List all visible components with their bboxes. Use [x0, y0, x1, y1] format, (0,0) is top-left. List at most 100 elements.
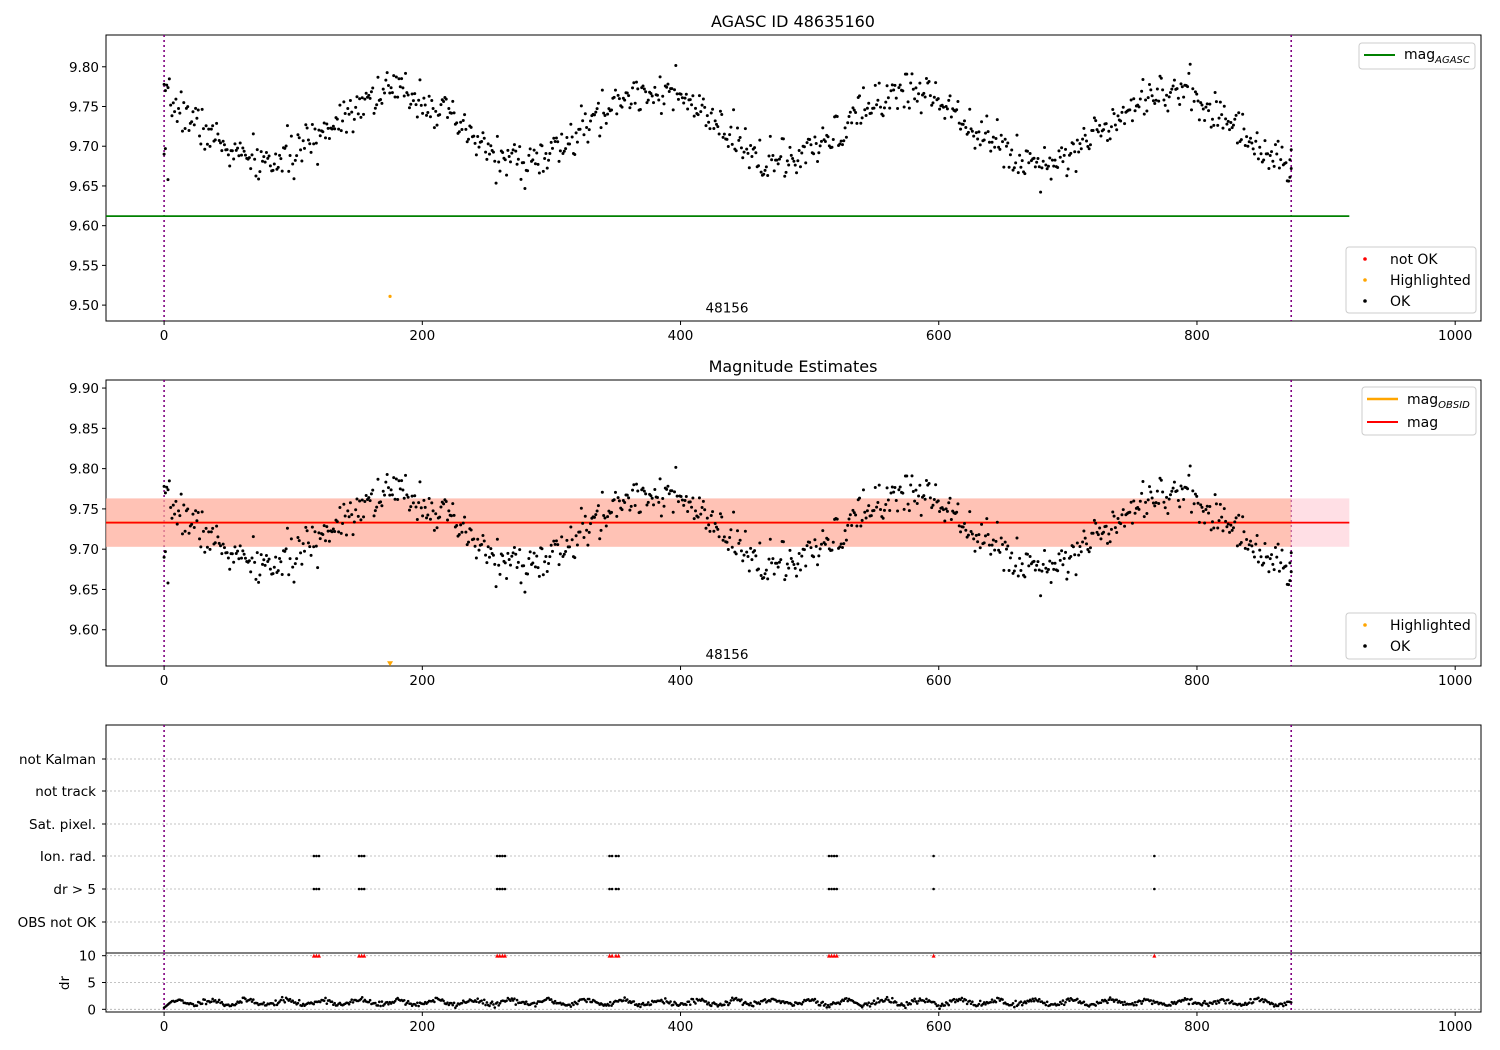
dr-point	[1066, 997, 1070, 1000]
top-plot-area: 0 200 400 600 800 10009.509.559.609.659.709.7…	[69, 34, 1482, 344]
ok-point	[1148, 83, 1152, 87]
ok-point	[533, 565, 537, 569]
ok-point	[804, 564, 808, 568]
ok-point	[789, 153, 793, 157]
ok-point	[258, 573, 262, 577]
ok-point	[775, 158, 779, 162]
ok-point	[905, 474, 909, 478]
dr-point	[322, 999, 326, 1003]
ok-point	[735, 529, 739, 533]
dr-point	[1276, 1004, 1280, 1008]
ok-point	[1258, 548, 1262, 552]
ok-point	[560, 132, 564, 136]
ok-point	[1242, 530, 1246, 534]
ok-point	[1252, 555, 1256, 559]
ok-point	[474, 556, 478, 560]
dr-point	[824, 1002, 827, 1006]
ok-point	[321, 533, 325, 537]
dr-point	[249, 997, 252, 1001]
ok-point	[875, 505, 879, 509]
ok-point	[612, 498, 616, 502]
ok-point	[931, 503, 935, 507]
ok-point	[170, 516, 174, 520]
ok-point	[850, 523, 854, 527]
ok-point	[902, 105, 906, 109]
ok-point	[300, 562, 304, 566]
ok-point	[697, 496, 701, 500]
ok-point	[331, 124, 335, 128]
ok-point	[851, 106, 855, 110]
ok-point	[1053, 561, 1057, 565]
ok-point	[974, 131, 978, 135]
ok-point	[1094, 119, 1098, 123]
ok-point	[1036, 156, 1040, 160]
ok-point	[1170, 87, 1174, 91]
dr5-flag-point	[362, 887, 366, 891]
ok-point	[1170, 489, 1174, 493]
ok-point	[163, 491, 167, 495]
dr-point	[607, 1004, 611, 1007]
dr-point	[1045, 1000, 1049, 1004]
ok-point	[948, 496, 952, 500]
ok-point	[694, 509, 698, 513]
ok-point	[973, 549, 977, 553]
ok-point	[432, 126, 436, 130]
dr-clipped-marker	[613, 953, 618, 958]
ok-point	[863, 510, 867, 514]
ok-point	[592, 515, 596, 519]
ok-point	[326, 126, 330, 130]
ok-point	[545, 569, 549, 573]
ok-point	[1193, 90, 1197, 94]
ok-point	[766, 577, 770, 581]
ok-point	[726, 547, 730, 551]
ok-point	[309, 150, 313, 154]
ok-point	[459, 523, 463, 527]
ok-point	[906, 502, 910, 506]
dr-point	[291, 999, 294, 1002]
ok-point	[194, 106, 198, 110]
ok-point	[770, 158, 774, 162]
ok-point	[232, 157, 236, 161]
ok-point	[1066, 570, 1070, 574]
ok-point	[676, 97, 680, 101]
ok-point	[1075, 541, 1079, 545]
ok-point	[1083, 536, 1087, 540]
ok-point	[1279, 561, 1283, 565]
ok-point	[816, 160, 820, 164]
ok-point	[406, 93, 410, 97]
dr-point	[484, 1003, 487, 1007]
ok-point	[182, 503, 186, 507]
ok-point	[809, 546, 813, 550]
ok-point	[934, 81, 938, 85]
ok-point	[1204, 105, 1208, 109]
ok-point	[306, 138, 310, 142]
dr-point	[1031, 997, 1035, 1001]
ok-point	[446, 115, 450, 119]
dr-point	[535, 1002, 539, 1005]
dr-point	[939, 1004, 943, 1008]
dr-point	[497, 1004, 500, 1007]
ok-point	[463, 113, 467, 117]
ok-point	[493, 159, 497, 163]
ok-point	[1187, 473, 1191, 477]
ok-point	[949, 518, 953, 522]
ok-point	[1019, 165, 1023, 169]
ok-point	[631, 488, 635, 492]
legend-highlighted-mid: Highlighted	[1390, 618, 1471, 634]
ok-point	[1209, 125, 1213, 129]
ok-point	[1224, 117, 1228, 121]
ok-point	[1018, 556, 1022, 560]
ok-point	[603, 516, 607, 520]
ok-point	[638, 510, 642, 514]
ok-point	[208, 547, 212, 551]
ok-point	[310, 122, 314, 126]
dr-clipped-marker	[616, 953, 621, 958]
dr-point	[1149, 999, 1153, 1002]
ok-point	[1113, 526, 1117, 530]
ok-point	[536, 162, 540, 166]
ok-point	[682, 503, 686, 507]
ok-point	[481, 533, 485, 537]
ok-point	[1141, 480, 1145, 484]
ok-point	[317, 128, 321, 132]
